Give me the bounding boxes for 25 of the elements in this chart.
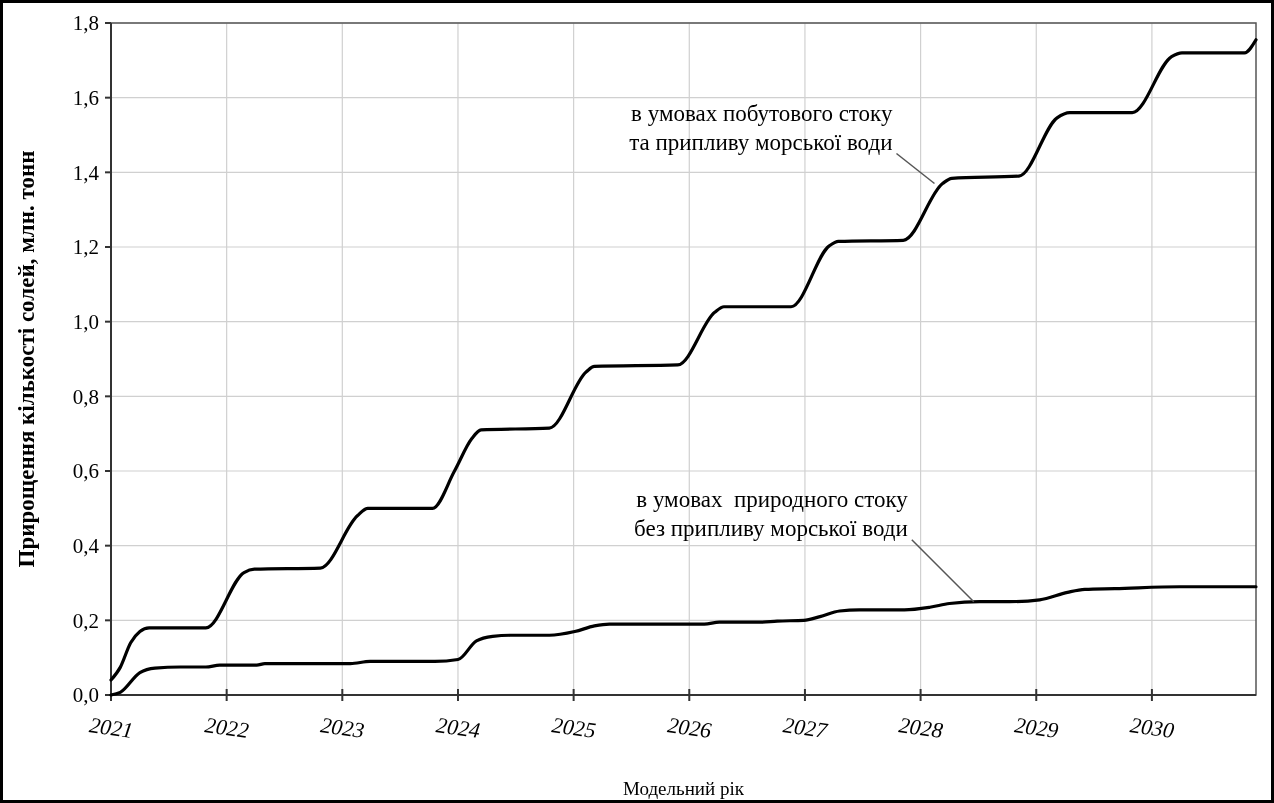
y-tick-label: 1,8	[72, 11, 99, 36]
x-tick-label: 2022	[203, 712, 251, 743]
line-series	[109, 38, 1258, 682]
x-tick-label: 2023	[319, 712, 367, 743]
x-tick-label: 2030	[1128, 712, 1176, 743]
x-tick-label: 2025	[550, 712, 598, 743]
y-tick-label: 0,6	[72, 459, 99, 484]
x-tick-label: 2029	[1012, 712, 1060, 743]
x-tick-label: 2027	[781, 712, 830, 744]
annotation: в умовах природного стоку без припливу морської води	[634, 486, 909, 541]
y-tick-label: 0,0	[72, 683, 99, 708]
y-tick-label: 1,4	[72, 160, 100, 185]
y-axis-title: Прирощення кількості солей, млн. тонн	[14, 150, 39, 568]
y-tick-label: 0,2	[72, 608, 99, 633]
annotation: в умовах побутового стоку та припливу морської води	[629, 100, 893, 155]
x-tick-label: 2021	[87, 712, 135, 743]
y-tick-label: 0,8	[72, 384, 99, 409]
x-axis-title: Модельний рік	[623, 778, 745, 799]
y-tick-label: 1,2	[72, 235, 99, 260]
y-tick-label: 0,4	[72, 534, 100, 559]
y-tick-label: 1,0	[72, 310, 99, 335]
x-tick-label: 2024	[434, 712, 482, 743]
y-tick-label: 1,6	[72, 86, 99, 111]
x-tick-label: 2026	[665, 712, 714, 743]
x-tick-label: 2028	[897, 712, 945, 743]
